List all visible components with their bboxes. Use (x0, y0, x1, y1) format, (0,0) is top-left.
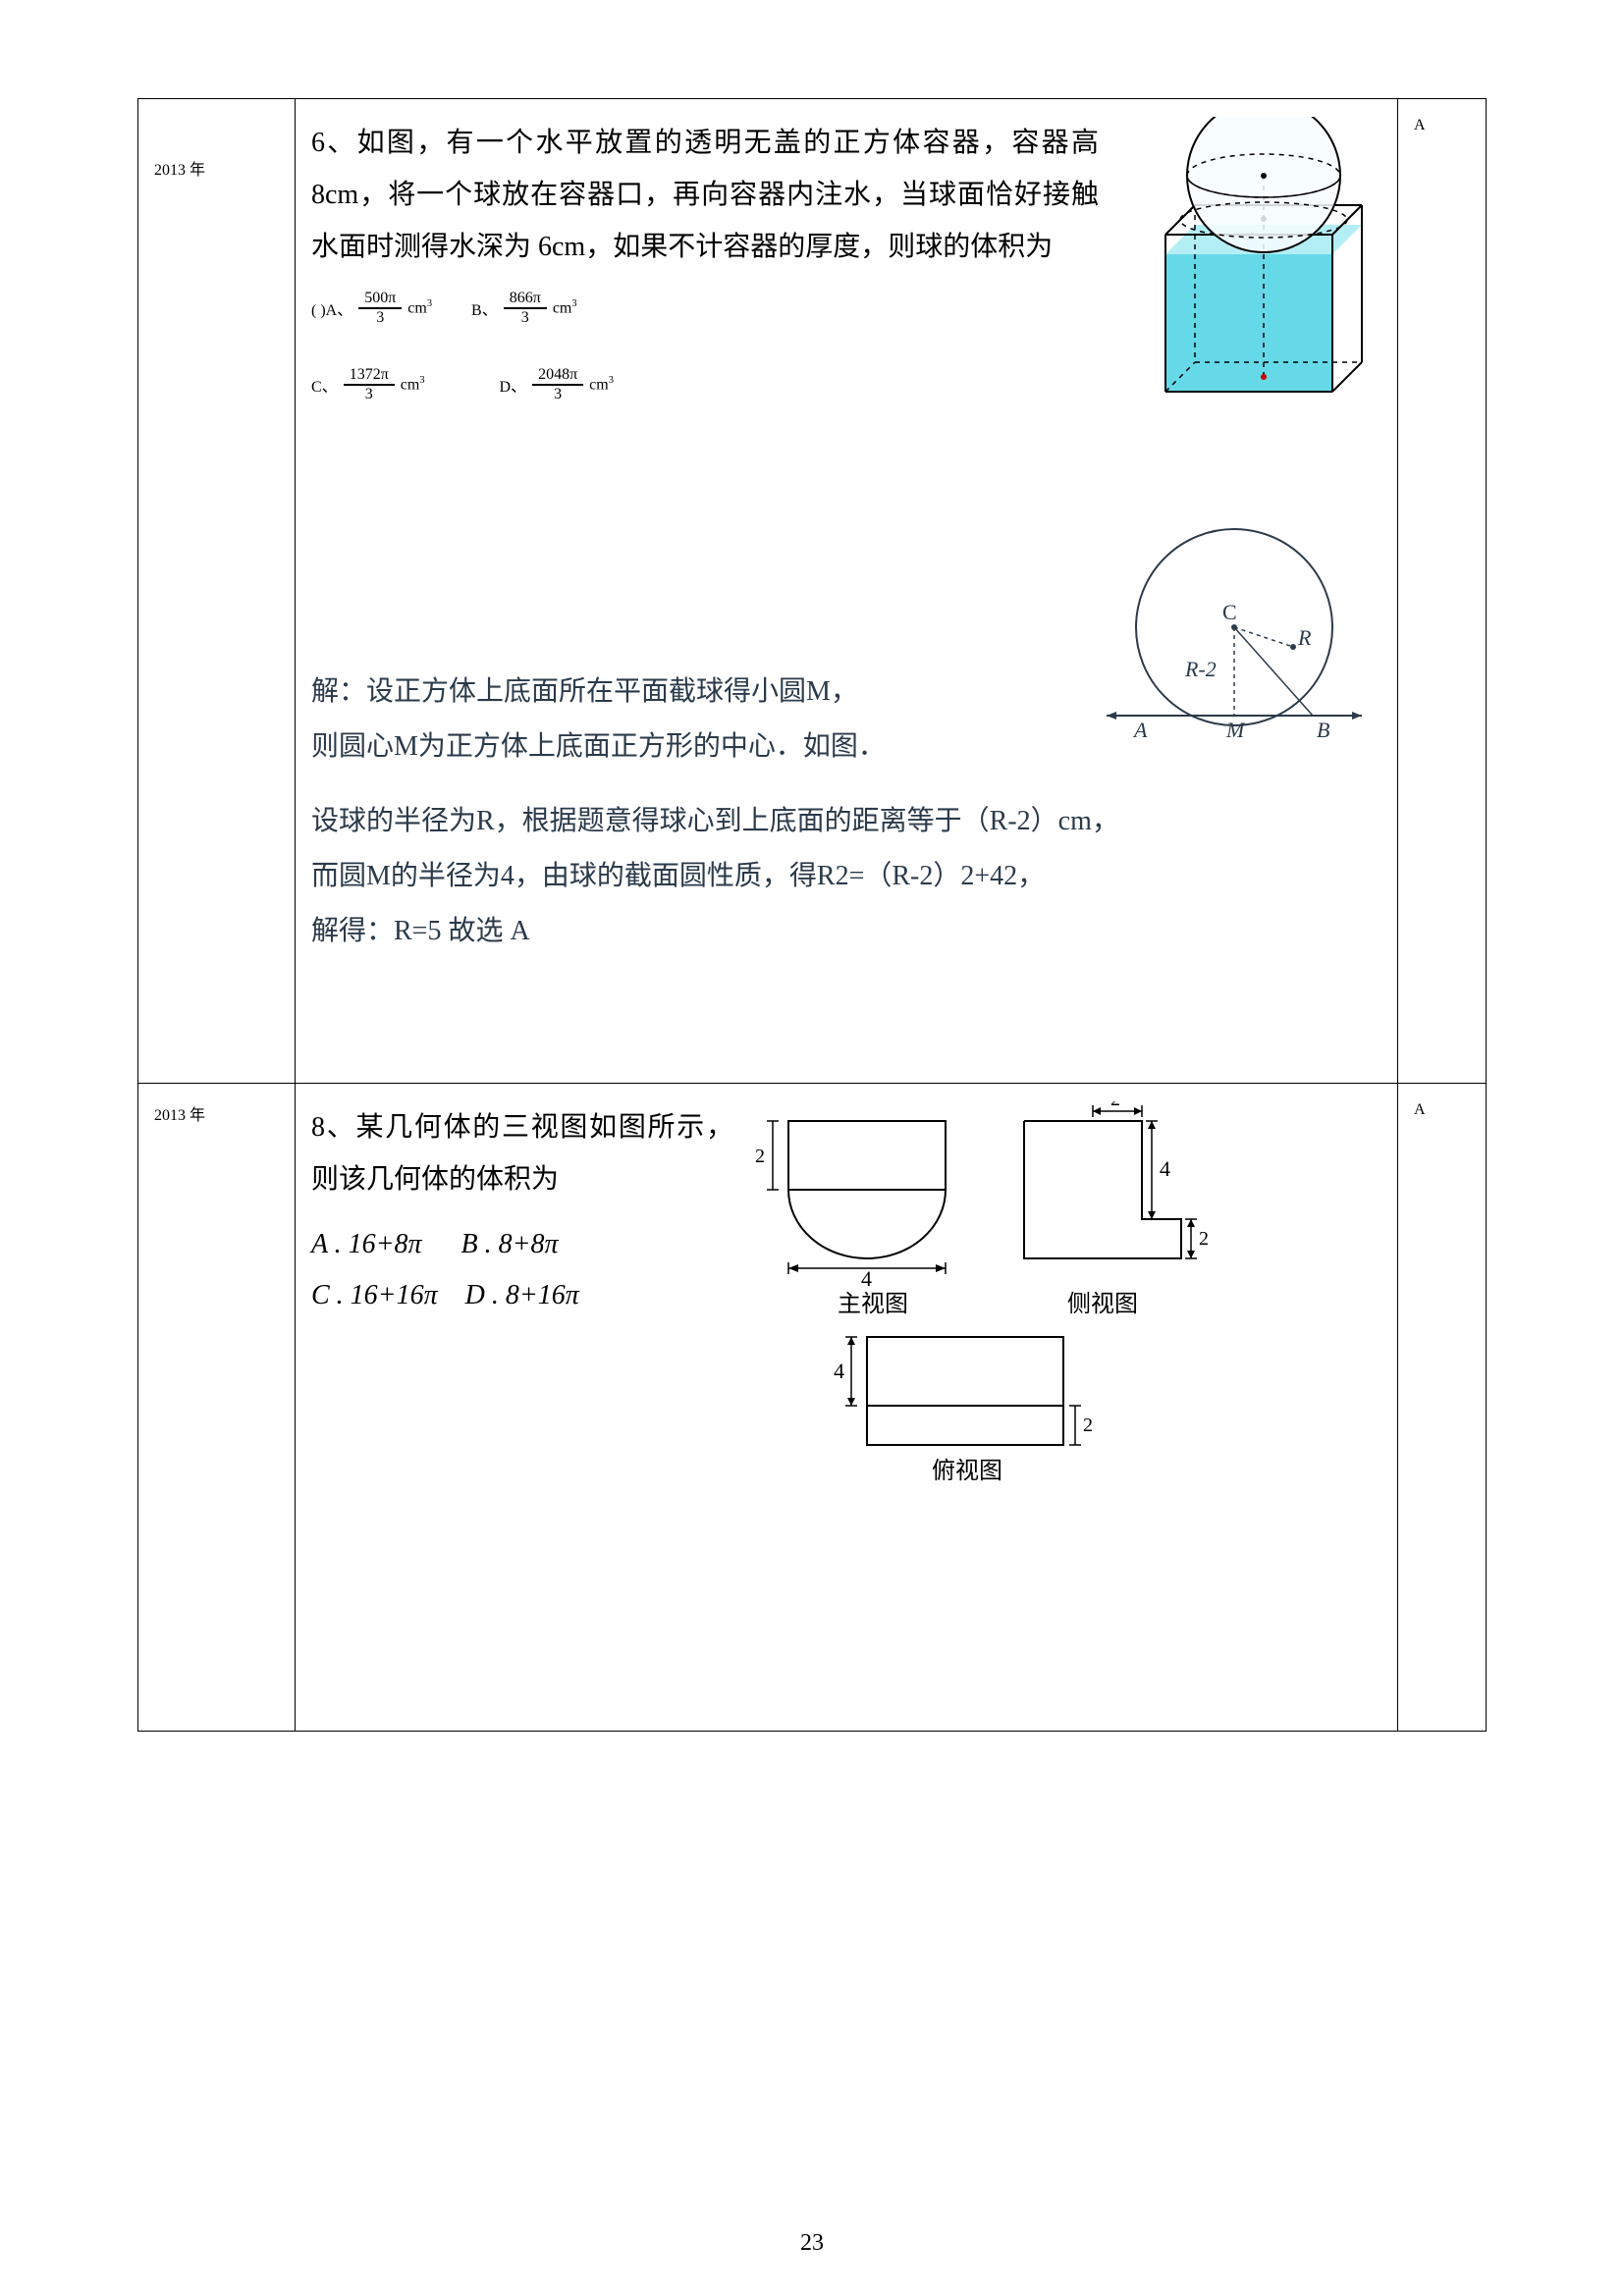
year-cell: 2013 年 (138, 99, 296, 1084)
choice-b: B、 866π 3 cm3 (471, 290, 577, 327)
page: 2013 年 6、如图，有一个水平放置的透明无盖的正方体容器，容器高 8cm，将… (0, 0, 1624, 2296)
numerator: 2048π (532, 366, 583, 386)
svg-text:4: 4 (861, 1266, 872, 1291)
sphere-cube-icon (1107, 117, 1381, 431)
solution-line: 解：设正方体上底面所在平面截球得小圆M， (311, 665, 1071, 720)
fraction: 866π 3 (504, 290, 547, 327)
three-views-icon: 4 2 主视图 2 (749, 1101, 1220, 1514)
choice-a: ( )A、 500π 3 cm3 (311, 290, 432, 327)
solution-line: 而圆M的半径为4，由球的截面圆性质，得R2=（R-2）2+42， (311, 849, 1381, 904)
choice-label: B、 (471, 296, 498, 320)
choice-row: C、 1372π 3 cm3 D、 2048π 3 cm3 (311, 366, 1099, 403)
choice-c: C、 1372π 3 cm3 (311, 366, 425, 403)
choice-label: ( )A、 (311, 296, 352, 320)
question-cell: 6、如图，有一个水平放置的透明无盖的正方体容器，容器高 8cm，将一个球放在容器… (296, 99, 1398, 1084)
choice-b: B . 8+8π (461, 1229, 559, 1260)
numerator: 1372π (344, 366, 395, 386)
numerator: 500π (358, 290, 402, 309)
content-table: 2013 年 6、如图，有一个水平放置的透明无盖的正方体容器，容器高 8cm，将… (137, 98, 1487, 1732)
label-m: M (1225, 718, 1246, 742)
choice-d: D、 2048π 3 cm3 (500, 366, 614, 403)
label-c: C (1222, 600, 1237, 624)
question-text: 8、某几何体的三视图如图所示，则该几何体的体积为 (311, 1101, 733, 1205)
svg-text:2: 2 (1083, 1415, 1093, 1436)
solution-block: 设球的半径为R，根据题意得球心到上底面的距离等于（R-2）cm， 而圆M的半径为… (311, 794, 1381, 959)
question-text: 6、如图，有一个水平放置的透明无盖的正方体容器，容器高 8cm，将一个球放在容器… (311, 117, 1099, 274)
answer-text: A (1414, 117, 1426, 133)
three-views-figure: 4 2 主视图 2 (749, 1101, 1381, 1519)
fraction: 1372π 3 (344, 366, 395, 403)
side-view-label: 侧视图 (1067, 1291, 1138, 1317)
svg-text:4: 4 (834, 1359, 844, 1383)
label-r: R (1297, 625, 1312, 650)
fraction: 2048π 3 (532, 366, 583, 403)
fraction: 500π 3 (358, 290, 402, 327)
solution-line: 则圆心M为正方体上底面正方形的中心．如图． (311, 720, 1071, 774)
answer-cell: A (1398, 99, 1487, 1084)
unit: cm3 (553, 298, 577, 317)
solution-line: 解得：R=5 故选 A (311, 904, 1381, 959)
table-row: 2013 年 6、如图，有一个水平放置的透明无盖的正方体容器，容器高 8cm，将… (138, 99, 1487, 1084)
solution-line: 设球的半径为R，根据题意得球心到上底面的距离等于（R-2）cm， (311, 794, 1381, 849)
denominator: 3 (358, 309, 402, 327)
denominator: 3 (504, 309, 547, 327)
choice-a: A . 16+8π (311, 1229, 422, 1260)
denominator: 3 (532, 386, 583, 403)
choice-row: ( )A、 500π 3 cm3 B、 866π 3 cm3 (311, 290, 1099, 327)
front-view-label: 主视图 (838, 1291, 908, 1317)
numerator: 866π (504, 290, 547, 309)
choice-c: C . 16+16π (311, 1280, 438, 1311)
circle-chord-icon: C R R-2 A M B (1087, 519, 1381, 774)
unit: cm3 (589, 375, 614, 394)
question-body: 某几何体的三视图如图所示，则该几何体的体积为 (311, 1112, 733, 1195)
svg-text:4: 4 (1160, 1156, 1170, 1181)
svg-text:2: 2 (755, 1146, 765, 1167)
unit: cm3 (401, 375, 425, 394)
page-number: 23 (0, 2230, 1624, 2257)
year-cell: 2013 年 (138, 1084, 296, 1732)
svg-text:2: 2 (1199, 1228, 1209, 1250)
year-text: 2013 年 (154, 162, 205, 179)
unit: cm3 (407, 298, 432, 317)
choice-d: D . 8+16π (465, 1280, 579, 1311)
choice-label: C、 (311, 373, 338, 397)
solution-block: 解：设正方体上底面所在平面截球得小圆M， 则圆心M为正方体上底面正方形的中心．如… (311, 665, 1071, 774)
figure-cross-section: C R R-2 A M B (1087, 519, 1381, 774)
table-row: 2013 年 8、某几何体的三视图如图所示，则该几何体的体积为 A . 16+8… (138, 1084, 1487, 1732)
question-body: 如图，有一个水平放置的透明无盖的正方体容器，容器高 8cm，将一个球放在容器口，… (311, 128, 1099, 262)
label-r-2: R-2 (1184, 657, 1217, 681)
figure-sphere-on-cube (1107, 117, 1381, 431)
choice-label: D、 (500, 373, 527, 397)
top-view-label: 俯视图 (932, 1458, 1002, 1484)
label-a: A (1132, 718, 1148, 742)
question-cell: 8、某几何体的三视图如图所示，则该几何体的体积为 A . 16+8π B . 8… (296, 1084, 1398, 1732)
svg-text:2: 2 (1110, 1101, 1120, 1110)
question-number: 6、 (311, 128, 357, 158)
label-b: B (1317, 718, 1329, 742)
question-number: 8、 (311, 1112, 355, 1143)
denominator: 3 (344, 386, 395, 403)
answer-cell: A (1398, 1084, 1487, 1732)
year-text: 2013 年 (154, 1107, 205, 1124)
answer-text: A (1414, 1101, 1426, 1118)
